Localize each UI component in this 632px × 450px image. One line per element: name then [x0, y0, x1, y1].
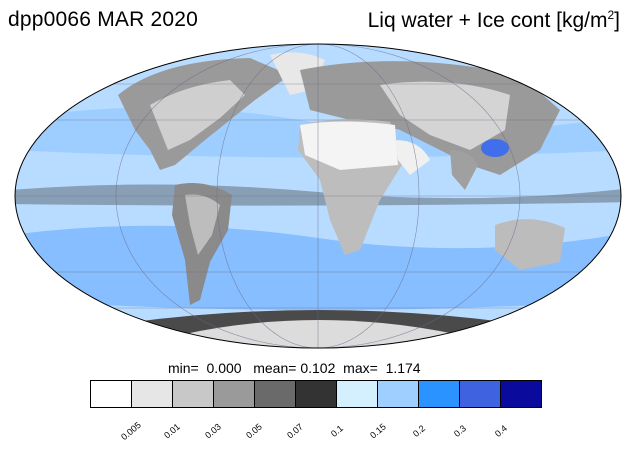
- sahara-desert: [300, 121, 398, 170]
- colorbar-swatch: [378, 381, 419, 407]
- map-outline: [14, 43, 622, 349]
- colorbar-tick-label: 0.01: [162, 421, 183, 441]
- colorbar-swatch: [460, 381, 501, 407]
- max-label: max=: [343, 360, 378, 376]
- colorbar-tick-label: 0.2: [410, 423, 427, 439]
- statistics-line: min= 0.000 mean= 0.102 max= 1.174: [168, 360, 421, 376]
- colorbar-ticks: 0.005 0.01 0.03 0.05 0.07 0.1 0.15 0.2 0.3 0.4: [90, 408, 542, 448]
- north-america-interior: [150, 80, 245, 150]
- variable-title-text: Liq water + Ice cont [kg/m: [367, 9, 608, 32]
- colorbar-tick-label: 0.03: [203, 421, 224, 441]
- min-label: min=: [168, 360, 199, 376]
- itcz-band: [15, 184, 621, 206]
- colorbar-tick-label: 0.07: [285, 421, 306, 441]
- southern-storm-track: [15, 225, 621, 310]
- colorbar-swatch: [91, 381, 132, 407]
- colorbar-swatch: [296, 381, 337, 407]
- colorbar-tick-label: 0.1: [328, 423, 345, 439]
- asia-interior: [380, 81, 510, 150]
- world-map: [14, 43, 622, 349]
- colorbar-swatch: [337, 381, 378, 407]
- variable-title-end: ]: [614, 9, 620, 32]
- australia: [495, 219, 565, 270]
- colorbar-tick-label: 0.05: [244, 421, 265, 441]
- south-america-interior: [185, 194, 220, 255]
- colorbar: [90, 380, 542, 408]
- colorbar-swatch: [214, 381, 255, 407]
- colorbar-swatch: [501, 381, 541, 407]
- mean-label: mean=: [253, 360, 297, 376]
- colorbar-swatch: [173, 381, 214, 407]
- arabia: [395, 140, 430, 175]
- colorbar-tick-label: 0.005: [119, 419, 143, 443]
- mean-value: 0.102: [300, 360, 336, 376]
- min-value: 0.000: [206, 360, 242, 376]
- colorbar-tick-label: 0.15: [367, 421, 388, 441]
- graticule: [15, 44, 621, 348]
- colorbar-tick-label: 0.3: [451, 423, 468, 439]
- colorbar-tick-label: 0.4: [492, 423, 509, 439]
- east-asia-cloud-maximum: [481, 139, 509, 157]
- map-title: dpp0066 MAR 2020: [8, 8, 199, 31]
- variable-title: Liq water + Ice cont [kg/m2]: [368, 8, 620, 33]
- antarctica-interior: [180, 320, 460, 348]
- variable-title-exponent: 2: [607, 8, 615, 22]
- colorbar-swatch: [255, 381, 296, 407]
- colorbar-swatch: [132, 381, 173, 407]
- colorbar-swatch: [419, 381, 460, 407]
- india: [450, 150, 478, 190]
- max-value: 1.174: [385, 360, 421, 376]
